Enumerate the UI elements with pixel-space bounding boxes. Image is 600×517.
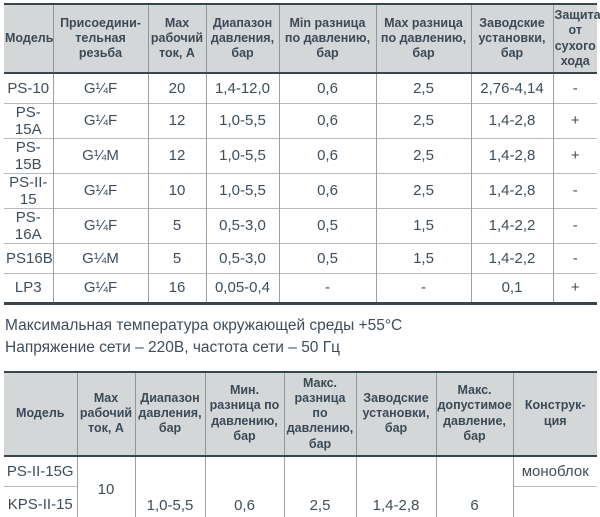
- col-header-construction: Конструк- ция: [512, 371, 597, 456]
- cell-pressure-range: 1,0-5,5: [205, 173, 279, 208]
- pressure-switch-spec-table: Модель Присоедини- тельная резьба Max ра…: [4, 3, 600, 305]
- cell-max-diff: 1,5: [375, 243, 471, 273]
- cell-dry-run-protection: -: [552, 243, 597, 273]
- cell-max-diff: 2,5: [375, 173, 471, 208]
- cell-max-diff: -: [375, 273, 471, 303]
- col-header-thread: Присоедини- тельная резьба: [52, 4, 148, 73]
- note-mains-voltage: Напряжение сети – 220В, частота сети – 5…: [5, 338, 341, 356]
- cell-dry-run-protection: -: [552, 73, 597, 103]
- col-header-dry-run-protection: Защита от сухого хода: [552, 4, 600, 73]
- col-header-model: Модель: [4, 4, 53, 73]
- cell-thread: G¼F: [52, 273, 148, 303]
- cell-max-diff: 2,5: [375, 138, 471, 173]
- table-row: PS16B G¼M 5 0,5-3,0 0,5 1,5 1,4-2,2 -: [4, 243, 597, 273]
- cell-max-allowed-pressure: 6: [435, 455, 513, 517]
- cell-max-current: 10: [147, 173, 206, 208]
- cell-max-diff: 1,5: [375, 208, 471, 243]
- cell-max-current: 5: [147, 243, 206, 273]
- cell-pressure-range: 0,05-0,4: [205, 273, 279, 303]
- notes-block: Максимальная температура окружающей сред…: [5, 315, 597, 359]
- cell-pressure-range: 0,5-3,0: [205, 243, 279, 273]
- table-row: PS-15A G¼F 12 1,0-5,5 0,6 2,5 1,4-2,8 +: [4, 103, 597, 138]
- cell-max-current: 20: [147, 73, 206, 103]
- cell-model: LP3: [4, 273, 53, 303]
- table-row: PS-15B G¼M 12 1,0-5,5 0,6 2,5 1,4-2,8 +: [4, 138, 597, 173]
- cell-pressure-range: 1,0-5,5: [205, 138, 279, 173]
- cell-model: PS-15B: [4, 138, 53, 173]
- cell-model: PS-II-15: [4, 173, 53, 208]
- cell-min-diff: 0,5: [278, 243, 376, 273]
- cell-thread: G¼F: [52, 208, 148, 243]
- cell-min-diff: 0,6: [204, 455, 284, 517]
- col-header-min-diff: Мин. разница по давлению, бар: [204, 371, 284, 456]
- cell-max-diff: 2,5: [375, 73, 471, 103]
- col-header-max-allowed-pressure: Макс. допустимое давление, бар: [435, 371, 513, 456]
- cell-max-current: 5: [147, 208, 206, 243]
- cell-construction-monoblock: моноблок: [512, 455, 597, 487]
- cell-model: PS-15A: [4, 103, 53, 138]
- cell-dry-run-protection: +: [552, 103, 597, 138]
- cell-thread: G¼F: [52, 103, 148, 138]
- col-header-max-diff: Макс. разница по давлению, бар: [283, 371, 356, 456]
- cell-min-diff: 0,6: [278, 138, 376, 173]
- cell-dry-run-protection: -: [552, 208, 597, 243]
- cell-max-current: 16: [147, 273, 206, 303]
- cell-pressure-range: 0,5-3,0: [205, 208, 279, 243]
- col-header-pressure-range: Диапазон давления, бар: [205, 4, 279, 73]
- cell-factory-settings: 1,4-2,2: [470, 208, 553, 243]
- cell-construction-kit: комплект: [512, 486, 597, 517]
- cell-max-diff: 2,5: [283, 455, 356, 517]
- col-header-max-current: Max рабочий ток, А: [76, 371, 135, 456]
- cell-max-current: 12: [147, 138, 206, 173]
- table-row: PS-II-15G 10 1,0-5,5 0,6 2,5 1,4-2,8 6 м…: [4, 455, 597, 517]
- cell-min-diff: 0,6: [278, 73, 376, 103]
- kps-spec-table: Модель Max рабочий ток, А Диапазон давле…: [4, 370, 597, 517]
- cell-thread: G¼F: [52, 73, 148, 103]
- cell-thread: G¼F: [52, 173, 148, 208]
- cell-factory-settings: 1,4-2,8: [470, 103, 553, 138]
- table2-header-row: Модель Max рабочий ток, А Диапазон давле…: [4, 371, 597, 456]
- cell-thread: G¼M: [52, 138, 148, 173]
- cell-factory-settings: 1,4-2,8: [355, 455, 436, 517]
- cell-pressure-range: 1,4-12,0: [205, 73, 279, 103]
- table-row: PS-16A G¼F 5 0,5-3,0 0,5 1,5 1,4-2,2 -: [4, 208, 597, 243]
- note-max-temperature: Максимальная температура окружающей сред…: [5, 316, 403, 334]
- cell-model: PS-16A: [4, 208, 53, 243]
- cell-model: PS-10: [4, 73, 53, 103]
- cell-dry-run-protection: -: [552, 173, 597, 208]
- cell-model: PS16B: [4, 243, 53, 273]
- cell-pressure-range: 1,0-5,5: [134, 455, 205, 517]
- cell-model: PS-II-15G: [4, 455, 77, 487]
- col-header-factory-settings: Заводские установки, бар: [355, 371, 436, 456]
- table1-header-row: Модель Присоедини- тельная резьба Max ра…: [4, 4, 600, 73]
- cell-dry-run-protection: +: [552, 138, 597, 173]
- cell-max-current: 12: [147, 103, 206, 138]
- cell-factory-settings: 1,4-2,8: [470, 138, 553, 173]
- cell-dry-run-protection: +: [552, 273, 597, 303]
- table-row: PS-II-15 G¼F 10 1,0-5,5 0,6 2,5 1,4-2,8 …: [4, 173, 597, 208]
- col-header-model: Модель: [4, 371, 77, 456]
- cell-min-diff: 0,6: [278, 103, 376, 138]
- cell-factory-settings: 1,4-2,2: [470, 243, 553, 273]
- cell-min-diff: 0,6: [278, 173, 376, 208]
- cell-max-current-10: 10: [76, 455, 135, 517]
- cell-min-diff: -: [278, 273, 376, 303]
- table-row: KPS-II-15 комплект: [4, 486, 597, 517]
- cell-thread: G¼M: [52, 243, 148, 273]
- cell-model: KPS-II-15: [4, 486, 77, 517]
- col-header-max-diff: Max разница по давлению, бар: [375, 4, 471, 73]
- cell-factory-settings: 1,4-2,8: [470, 173, 553, 208]
- cell-factory-settings: 0,1: [470, 273, 553, 303]
- col-header-pressure-range: Диапазон давления, бар: [134, 371, 205, 456]
- col-header-min-diff: Min разница по давлению, бар: [278, 4, 376, 73]
- table-row: PS-10 G¼F 20 1,4-12,0 0,6 2,5 2,76-4,14 …: [4, 73, 597, 103]
- table-row: LP3 G¼F 16 0,05-0,4 - - 0,1 +: [4, 273, 597, 303]
- col-header-factory-settings: Заводские установки, бар: [470, 4, 553, 73]
- cell-factory-settings: 2,76-4,14: [470, 73, 553, 103]
- col-header-max-current: Max рабочий ток, А: [147, 4, 206, 73]
- cell-min-diff: 0,5: [278, 208, 376, 243]
- cell-max-diff: 2,5: [375, 103, 471, 138]
- cell-pressure-range: 1,0-5,5: [205, 103, 279, 138]
